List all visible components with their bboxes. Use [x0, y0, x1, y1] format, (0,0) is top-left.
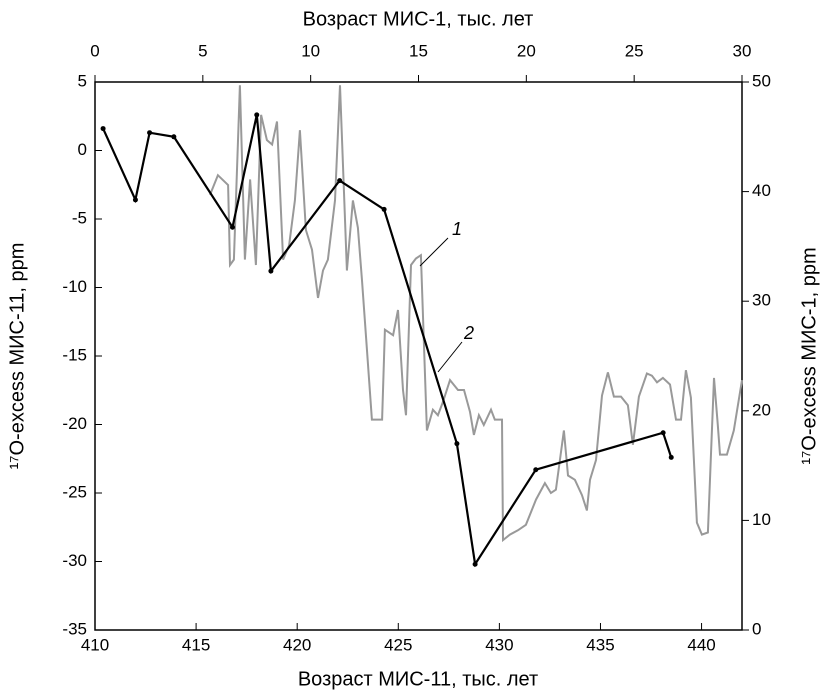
y-tick-label: -20	[62, 414, 87, 433]
point	[171, 134, 177, 140]
series-line	[209, 85, 743, 543]
point	[454, 441, 460, 447]
x-tick-label: 435	[586, 635, 614, 654]
x-axis-title: Возраст МИС-11, тыс. лет	[298, 668, 538, 690]
x2-tick-label: 0	[90, 41, 99, 60]
annotation-leader	[419, 237, 449, 267]
x-tick-label: 415	[182, 635, 210, 654]
y-tick-label: -35	[62, 619, 87, 638]
x2-tick-label: 5	[198, 41, 207, 60]
y-tick-label: -25	[62, 482, 87, 501]
series-line	[102, 114, 673, 568]
point	[668, 454, 674, 460]
x2-tick-label: 30	[733, 41, 752, 60]
x2-tick-label: 15	[409, 41, 428, 60]
y2-tick-label: 50	[752, 71, 771, 90]
y-tick-label: 0	[78, 140, 87, 159]
point	[533, 467, 539, 473]
y-tick-label: 5	[78, 71, 87, 90]
annotation-leader	[437, 341, 463, 373]
y2-tick-label: 0	[752, 619, 761, 638]
annotation: 2	[463, 323, 474, 343]
x-tick-label: 440	[687, 635, 715, 654]
y2-axis-title: ¹⁷O-excess МИС-1, ppm	[798, 247, 820, 464]
point	[132, 197, 138, 203]
point	[660, 430, 666, 436]
x2-axis-title: Возраст МИС-1, тыс. лет	[303, 8, 534, 30]
x2-tick-label: 10	[301, 41, 320, 60]
point	[147, 130, 153, 136]
y2-tick-label: 40	[752, 181, 771, 200]
point	[472, 561, 478, 567]
y-tick-label: -15	[62, 345, 87, 364]
y-tick-label: -10	[62, 277, 87, 296]
x2-tick-label: 20	[517, 41, 536, 60]
x2-tick-label: 25	[625, 41, 644, 60]
x-tick-label: 430	[485, 635, 513, 654]
y-tick-label: -30	[62, 551, 87, 570]
y2-tick-label: 10	[752, 510, 771, 529]
y2-tick-label: 20	[752, 400, 771, 419]
x-tick-label: 420	[283, 635, 311, 654]
point	[229, 224, 235, 230]
x-tick-label: 410	[81, 635, 109, 654]
point	[381, 206, 387, 212]
y-tick-label: -5	[72, 208, 87, 227]
annotation: 1	[452, 219, 462, 239]
point	[337, 178, 343, 184]
point	[268, 268, 274, 274]
point	[254, 112, 260, 118]
y-axis-title: ¹⁷O-excess МИС-11, ppm	[6, 243, 28, 470]
x-tick-label: 425	[384, 635, 412, 654]
point	[100, 126, 106, 132]
y2-tick-label: 30	[752, 291, 771, 310]
